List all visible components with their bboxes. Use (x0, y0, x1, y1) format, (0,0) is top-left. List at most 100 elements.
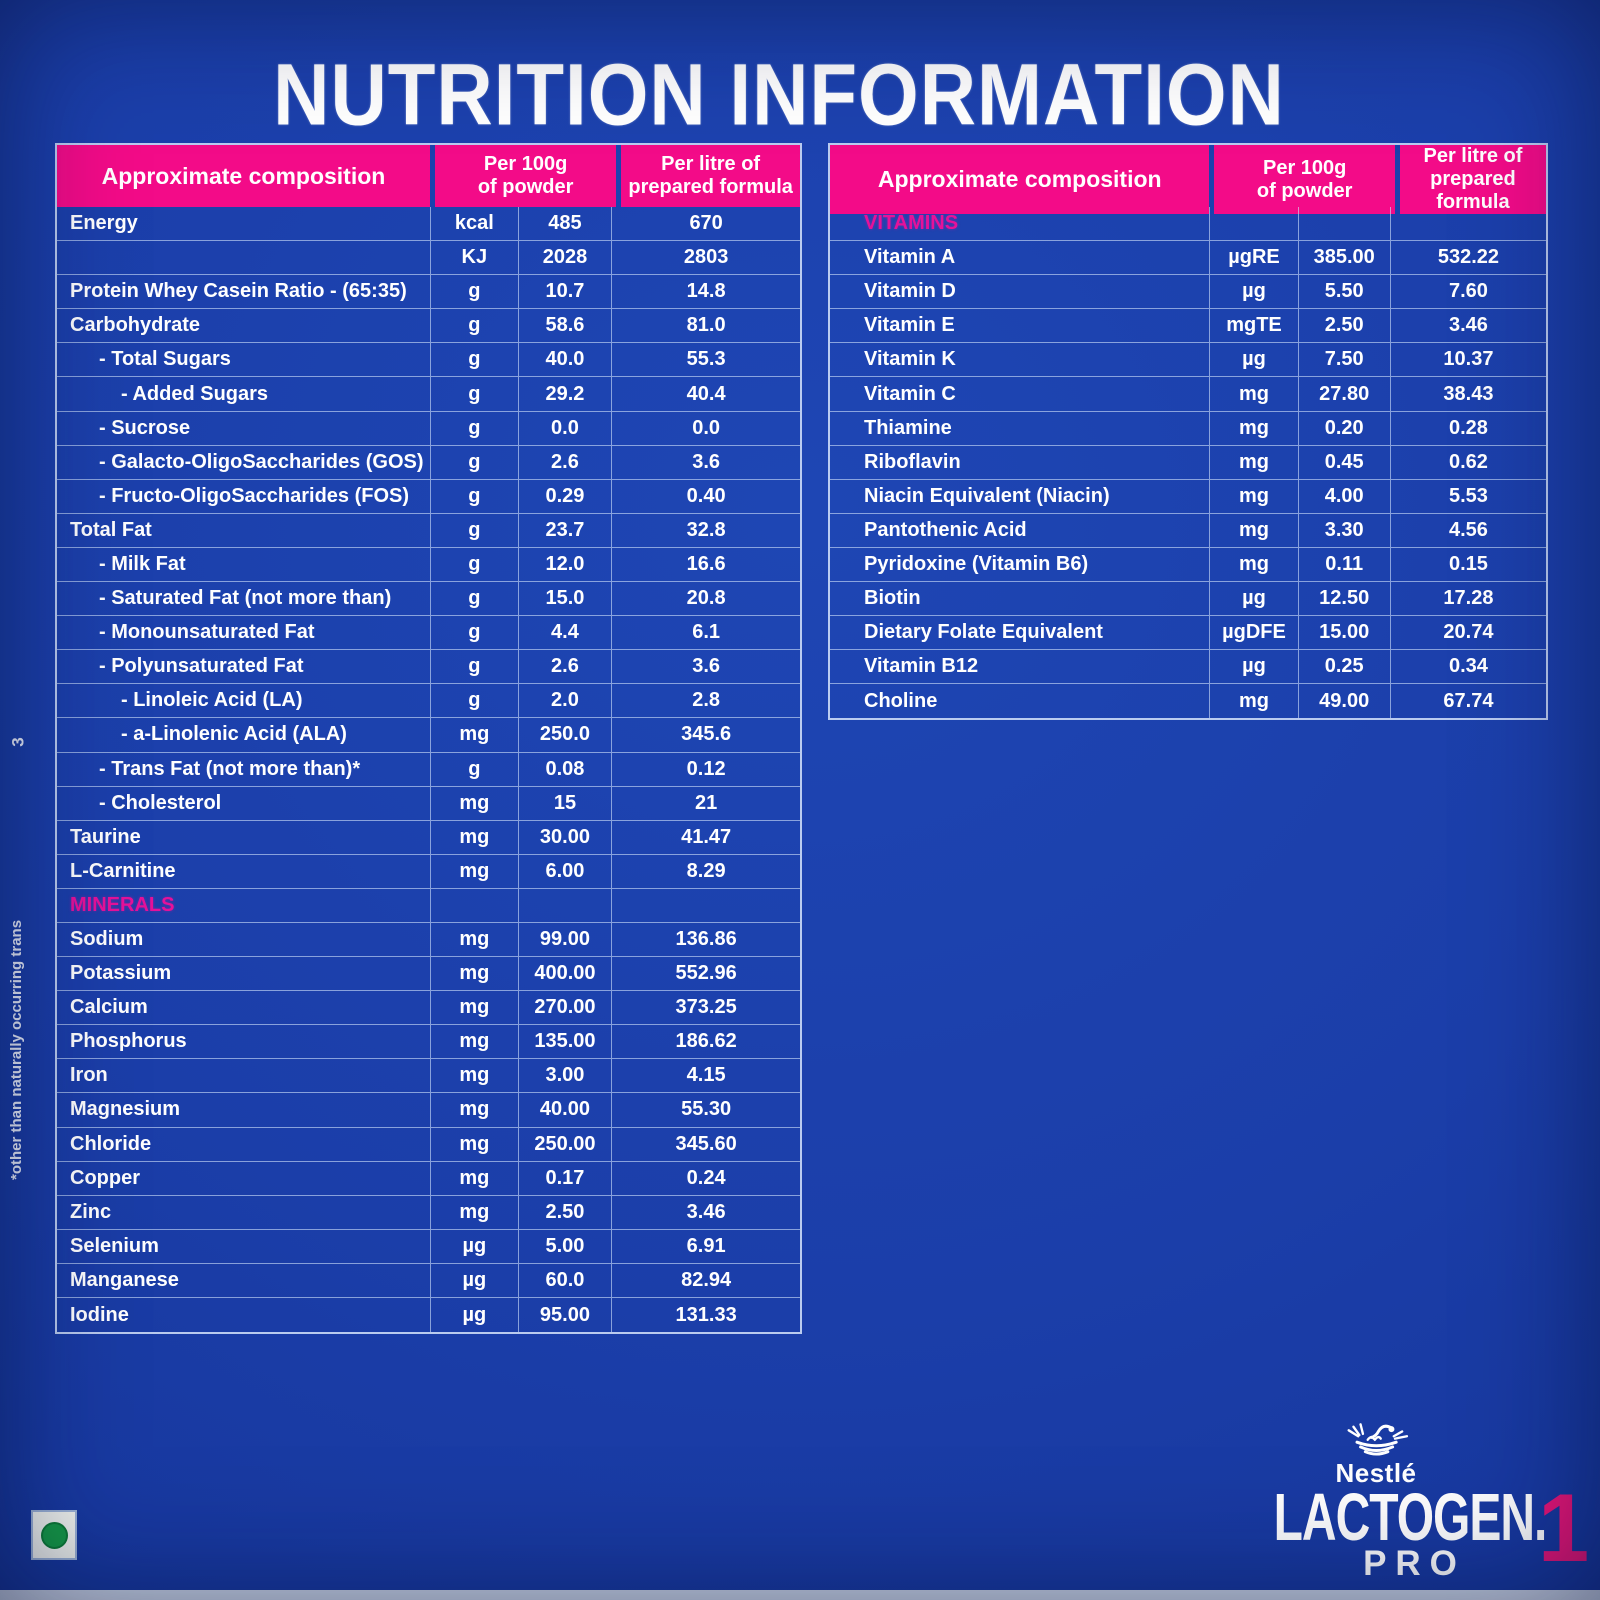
row-unit: g (429, 582, 518, 616)
row-label: Dietary Folate Equivalent (864, 621, 1103, 644)
row-unit: mg (429, 991, 518, 1025)
row-unit: KJ (429, 241, 518, 275)
row-per-100g (1297, 207, 1390, 241)
row-per-litre: 345.6 (611, 718, 800, 752)
row-per-100g: 23.7 (517, 513, 612, 547)
header-line: Per litre of (1423, 145, 1523, 167)
row-unit: mg (429, 786, 518, 820)
row-label: Manganese (70, 1268, 179, 1291)
table-row: Choline mg 49.00 67.74 (830, 684, 1546, 719)
row-per-litre: 0.34 (1389, 650, 1546, 684)
row-per-100g: 6.00 (517, 854, 612, 888)
stage-number: 1 (1538, 1475, 1590, 1583)
vegetarian-mark (31, 1510, 77, 1560)
row-unit: mgTE (1209, 309, 1297, 343)
row-label: - Polyunsaturated Fat (99, 655, 304, 678)
table-row: Zinc mg 2.50 3.46 (57, 1195, 800, 1230)
row-per-litre: 5.53 (1389, 479, 1546, 513)
row-per-100g: 15.0 (517, 582, 612, 616)
row-per-100g: 27.80 (1297, 377, 1390, 411)
table-row: Potassium mg 400.00 552.96 (57, 957, 800, 992)
row-unit: g (429, 479, 518, 513)
header-line: Per 100g (483, 153, 568, 175)
row-label: - Total Sugars (99, 348, 231, 371)
table-row: Vitamin A µgRE 385.00 532.22 (830, 241, 1546, 276)
row-per-100g: 12.0 (517, 547, 612, 582)
row-unit: µgRE (1209, 241, 1297, 275)
table-row: Energy kcal 485 670 (57, 207, 800, 242)
column-header-per-litre: Per litre of prepared formula (621, 145, 800, 207)
table-row: Vitamin E mgTE 2.50 3.46 (830, 309, 1546, 344)
row-per-litre: 20.8 (611, 582, 800, 616)
table-row: - Fructo-OligoSaccharides (FOS) g 0.29 0.40 (57, 479, 800, 514)
row-per-litre: 552.96 (611, 957, 800, 991)
row-per-litre: 4.56 (1389, 513, 1546, 547)
row-unit: µgDFE (1209, 616, 1297, 650)
row-label: Zinc (70, 1200, 112, 1223)
row-label (57, 241, 430, 274)
row-unit: mg (429, 1127, 518, 1161)
header-line: Per litre of (661, 153, 761, 175)
row-per-100g: 2028 (517, 241, 612, 275)
row-unit: µg (1209, 650, 1297, 684)
row-unit: g (429, 343, 518, 377)
row-per-litre: 16.6 (611, 547, 800, 582)
row-per-litre (1389, 207, 1546, 241)
row-per-litre: 532.22 (1389, 241, 1546, 275)
table-row: Dietary Folate Equivalent µgDFE 15.00 20.74 (830, 616, 1546, 651)
composition-table-right: Approximate composition Per 100g of powd… (828, 143, 1548, 721)
row-per-100g: 99.00 (517, 922, 612, 957)
column-header-per-litre: Per litre of prepared formula (1399, 145, 1546, 214)
table-row: - Milk Fat g 12.0 16.6 (57, 547, 800, 583)
row-per-litre: 3.6 (611, 650, 800, 684)
row-per-litre: 41.47 (611, 820, 800, 854)
row-unit: kcal (429, 207, 518, 241)
green-dot-icon (40, 1521, 68, 1549)
row-unit: mg (1209, 513, 1297, 547)
row-label: Selenium (70, 1234, 159, 1257)
row-label: - Milk Fat (99, 552, 186, 575)
composition-table-left: Approximate composition Per 100g of powd… (55, 143, 802, 1335)
row-unit: g (429, 513, 518, 547)
row-unit: mg (429, 718, 518, 752)
table-row: - Saturated Fat (not more than) g 15.0 20.8 (57, 582, 800, 617)
side-page-number: 3 (8, 737, 28, 747)
table-row: Biotin µg 12.50 17.28 (830, 582, 1546, 617)
table-row: Carbohydrate g 58.6 81.0 (57, 309, 800, 344)
table-row: - Total Sugars g 40.0 55.3 (57, 343, 800, 378)
row-per-100g: 5.50 (1297, 275, 1390, 309)
row-per-litre: 186.62 (611, 1025, 800, 1059)
table-row: Vitamin B12 µg 0.25 0.34 (830, 650, 1546, 685)
row-label: - Trans Fat (not more than)* (99, 757, 361, 780)
table-row: Iodine µg 95.00 131.33 (57, 1298, 800, 1333)
table-row: - Polyunsaturated Fat g 2.6 3.6 (57, 650, 800, 685)
row-per-litre: 81.0 (611, 309, 800, 343)
row-label: Vitamin E (864, 314, 955, 337)
row-unit: µg (429, 1229, 518, 1263)
product-line: PRO (1363, 1544, 1466, 1583)
row-per-100g: 40.0 (517, 343, 612, 377)
row-per-100g: 0.0 (517, 411, 612, 445)
row-per-litre: 0.12 (611, 752, 800, 786)
row-per-100g: 15 (517, 786, 612, 820)
row-label: Sodium (70, 928, 144, 951)
row-per-litre: 4.15 (611, 1059, 800, 1093)
row-label: Biotin (864, 587, 921, 610)
row-per-litre: 3.46 (1389, 309, 1546, 343)
table-row: Selenium µg 5.00 6.91 (57, 1229, 800, 1264)
row-per-litre: 82.94 (611, 1263, 800, 1297)
row-per-100g: 0.11 (1297, 547, 1390, 582)
row-per-100g: 15.00 (1297, 616, 1390, 650)
table-row: Magnesium mg 40.00 55.30 (57, 1093, 800, 1128)
row-per-100g: 2.6 (517, 445, 612, 479)
row-unit: g (429, 309, 518, 343)
row-label: - Added Sugars (121, 382, 269, 405)
row-per-litre: 21 (611, 786, 800, 820)
row-unit: mg (1209, 684, 1297, 719)
row-unit: mg (1209, 547, 1297, 582)
row-label: Magnesium (70, 1098, 181, 1121)
row-per-litre: 3.46 (611, 1195, 800, 1229)
row-per-litre: 2803 (611, 241, 800, 275)
table-row: Total Fat g 23.7 32.8 (57, 513, 800, 548)
